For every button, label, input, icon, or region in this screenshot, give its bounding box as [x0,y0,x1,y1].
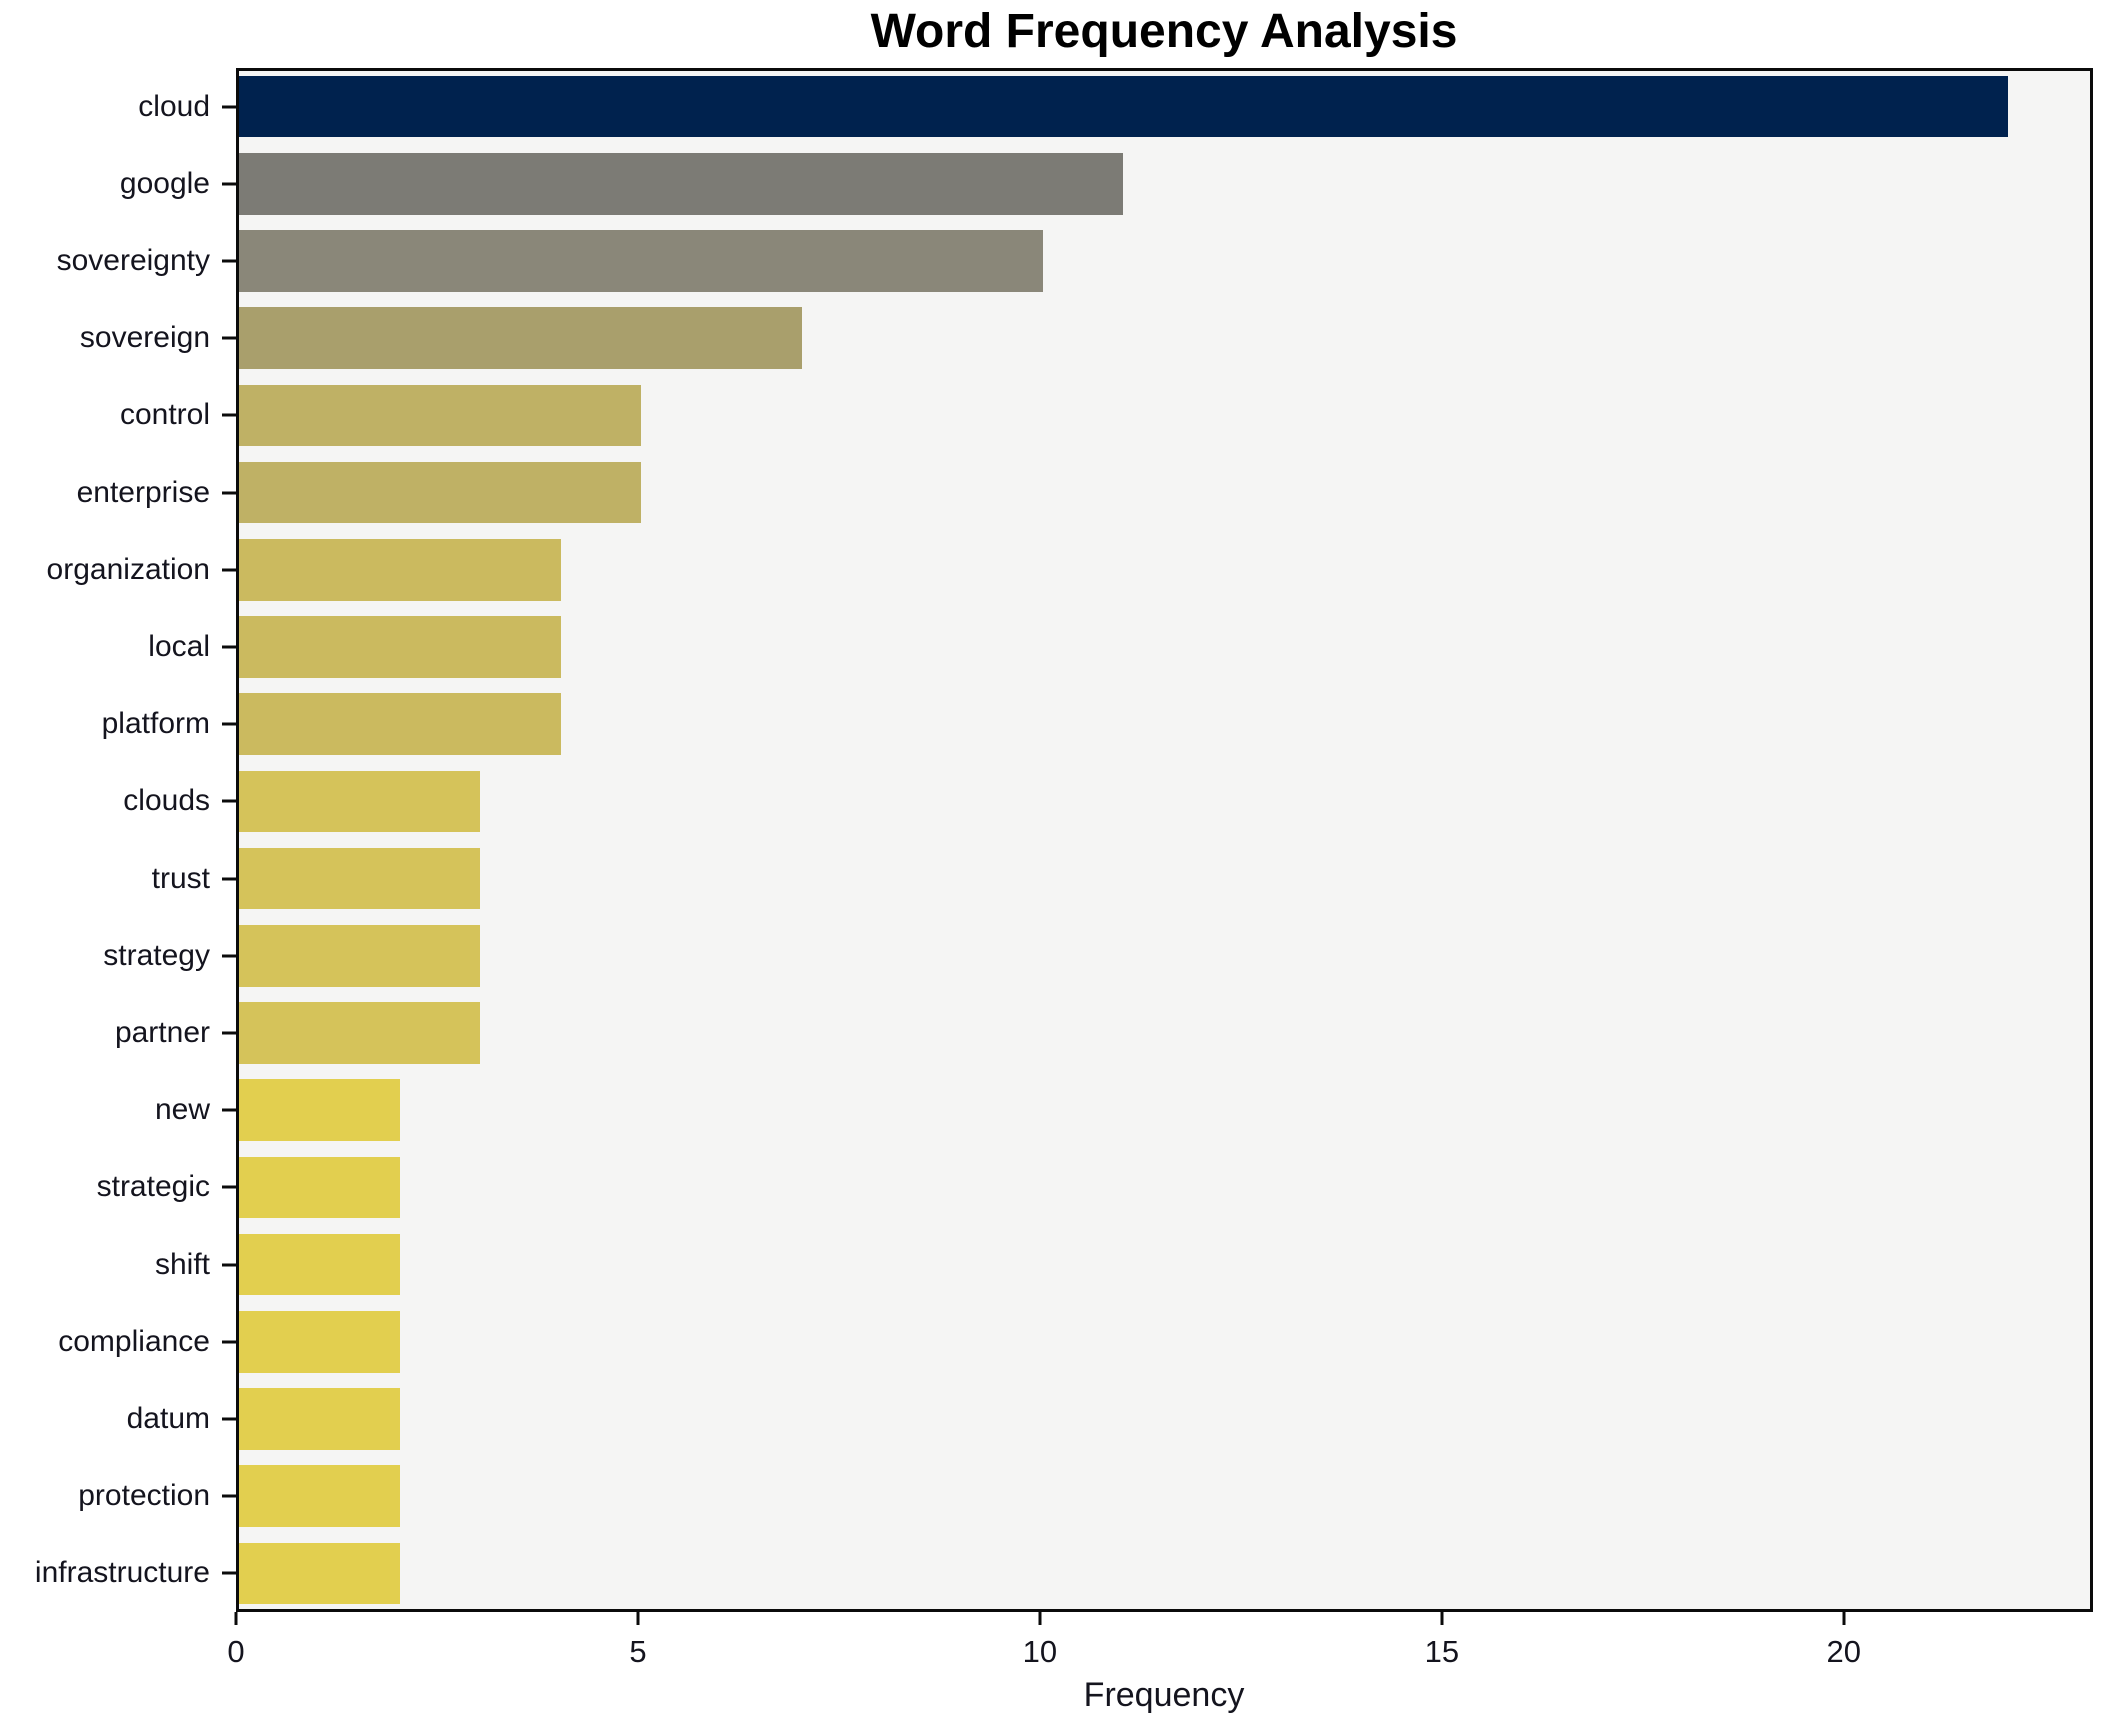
y-tick-label-strategic: strategic [96,1170,210,1204]
y-tick-mark [222,105,236,109]
bar-strategic [239,1156,400,1219]
y-tick-label-google: google [119,166,210,200]
x-tick-label-15: 15 [1424,1634,1460,1669]
bar-platform [239,693,561,756]
x-tick-label-5: 5 [629,1634,647,1669]
y-tick-label-compliance: compliance [58,1324,210,1358]
y-tick-mark [222,1031,236,1035]
y-tick-mark [222,722,236,726]
y-tick-label-platform: platform [101,707,210,741]
chart-title: Word Frequency Analysis [870,5,1458,58]
bar-protection [239,1465,400,1528]
bar-strategy [239,924,481,987]
y-tick-mark [222,1185,236,1189]
y-tick-mark [222,799,236,803]
y-tick-label-sovereign: sovereign [79,321,210,355]
bar-compliance [239,1310,400,1373]
bar-enterprise [239,461,641,524]
y-tick-label-cloud: cloud [138,89,210,123]
x-tick-label-20: 20 [1826,1634,1862,1669]
y-tick-mark [222,645,236,649]
bar-infrastructure [239,1542,400,1605]
y-tick-label-local: local [148,630,210,663]
y-tick-mark [222,259,236,263]
bar-partner [239,1002,481,1064]
y-tick-label-datum: datum [126,1402,210,1435]
bar-datum [239,1388,400,1450]
bar-sovereignty [239,230,1043,292]
plot-area [236,68,2093,1612]
bar-cloud [239,75,2008,138]
y-tick-label-enterprise: enterprise [76,475,210,509]
y-tick-label-clouds: clouds [123,784,210,818]
bar-control [239,384,641,447]
y-tick-mark [222,568,236,572]
bar-sovereign [239,307,802,370]
y-tick-mark [222,491,236,495]
y-tick-label-protection: protection [78,1479,210,1513]
bar-trust [239,847,481,910]
y-tick-mark [222,182,236,186]
bar-clouds [239,770,481,833]
bar-google [239,152,1124,215]
y-tick-label-strategy: strategy [103,938,210,972]
x-tick-mark [234,1612,238,1625]
y-tick-mark [222,877,236,881]
bar-shift [239,1233,400,1296]
y-tick-label-shift: shift [154,1247,210,1281]
y-tick-label-organization: organization [46,552,210,586]
x-tick-label-0: 0 [227,1634,245,1669]
y-tick-mark [222,413,236,417]
y-tick-label-partner: partner [114,1016,210,1049]
x-tick-mark [1842,1612,1846,1625]
bar-new [239,1079,400,1142]
y-tick-label-new: new [154,1093,210,1127]
y-tick-mark [222,336,236,340]
y-tick-label-control: control [119,398,210,432]
x-axis-label: Frequency [1083,1676,1245,1714]
y-tick-mark [222,1340,236,1344]
x-tick-mark [636,1612,640,1625]
bar-organization [239,538,561,601]
bar-local [239,616,561,678]
x-tick-mark [1038,1612,1042,1625]
y-tick-mark [222,954,236,958]
y-tick-label-infrastructure: infrastructure [34,1556,210,1590]
y-tick-mark [222,1494,236,1498]
y-tick-mark [222,1417,236,1421]
y-tick-label-sovereignty: sovereignty [56,244,210,277]
x-tick-label-10: 10 [1022,1634,1058,1669]
y-tick-mark [222,1263,236,1267]
y-tick-label-trust: trust [151,861,210,895]
y-tick-mark [222,1108,236,1112]
y-tick-mark [222,1571,236,1575]
x-tick-mark [1440,1612,1444,1625]
